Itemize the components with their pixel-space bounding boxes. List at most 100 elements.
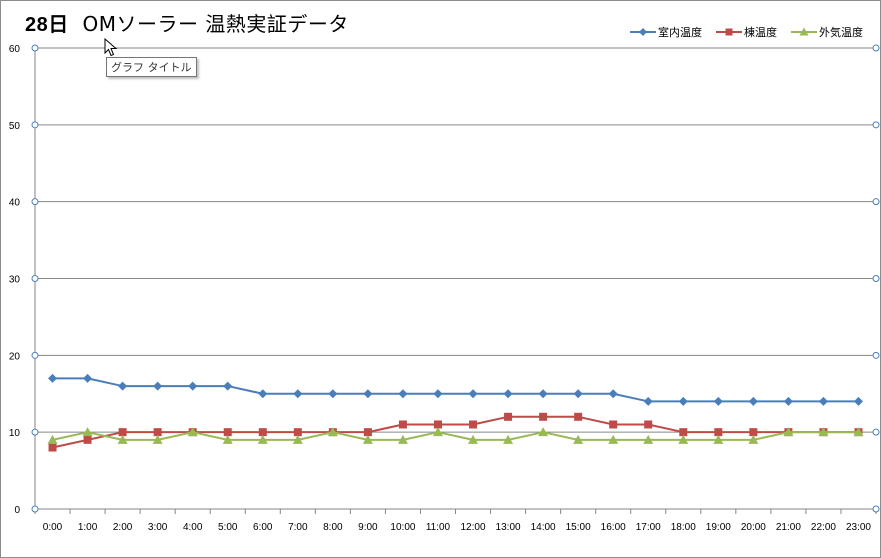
x-tick-label: 9:00 [358,522,378,533]
x-tick-label: 1:00 [78,522,98,533]
series-2-point [749,428,758,437]
series-3-point [257,434,268,444]
series-3-point [292,434,303,444]
series-1-point [503,389,513,399]
x-tick-label: 4:00 [183,522,203,533]
y-tick-label: 0 [14,505,20,516]
x-tick-label: 19:00 [706,522,731,533]
legend-label: 外気温度 [819,26,863,39]
series-2-point [504,412,513,421]
series-1-point [433,389,443,399]
series-1-point [643,396,653,406]
x-tick-label: 16:00 [601,522,626,533]
series-1-point [748,396,758,406]
x-tick-label: 21:00 [776,522,801,533]
selection-handle [872,44,880,52]
series-1-point [328,389,338,399]
series-2-point [679,428,688,437]
x-tick-label: 3:00 [148,522,168,533]
series-3-point [713,434,724,444]
x-tick-label: 5:00 [218,522,238,533]
series-1-point [118,381,128,391]
selection-handle [31,351,39,359]
series-1-point [83,373,93,383]
series-3-point [222,434,233,444]
series-3-point [783,427,794,437]
x-tick-label: 22:00 [811,522,836,533]
series-3-point [432,427,443,437]
series-2-point [609,420,618,429]
series-3-point [503,434,514,444]
selection-handle [872,428,880,436]
x-tick-label: 12:00 [461,522,486,533]
series-3-point [678,434,689,444]
series-3-point [468,434,479,444]
legend-label: 室内温度 [658,26,702,39]
series-2-point [223,428,232,437]
series-line-1 [52,377,859,403]
series-2-point [398,420,407,429]
y-tick-label: 40 [9,198,21,209]
series-3-point [152,434,163,444]
x-tick-label: 23:00 [846,522,871,533]
selection-handle [31,505,39,513]
series-3-point [573,434,584,444]
series-1-point [188,381,198,391]
selection-handle [31,198,39,206]
chart-title-day: 28日 [25,14,69,36]
series-2-point [83,435,92,444]
series-1-point [713,396,723,406]
series-3-point [608,434,619,444]
legend-item-2[interactable]: 棟温度 [716,24,777,40]
selection-handle [31,275,39,282]
series-3-point [853,427,864,437]
chart-title-text: OMソーラー 温熱実証データ [82,12,349,36]
y-tick-label: 30 [9,275,21,286]
legend-item-1[interactable]: 室内温度 [630,24,702,40]
series-2-point [118,428,127,437]
series-1-point [853,396,863,406]
series-2-point [714,428,723,437]
chart-title[interactable]: 28日 OMソーラー 温熱実証データ [25,8,349,37]
mouse-cursor-icon [104,38,118,57]
legend-swatch-diamond-icon [630,28,656,36]
selection-handle [31,428,39,436]
series-2-point [293,428,302,437]
x-tick-label: 20:00 [741,522,766,533]
series-3-point [117,434,128,444]
series-2-point [539,412,548,421]
series-2-point [258,428,267,437]
x-tick-label: 10:00 [390,522,415,533]
series-3-point [47,434,58,444]
chart-legend[interactable]: 室内温度 棟温度 外気温度 [630,24,863,40]
series-3-point [643,434,654,444]
series-1-point [153,381,163,391]
legend-item-3[interactable]: 外気温度 [791,24,863,40]
series-2-point [433,420,442,429]
series-1-point [48,373,58,383]
selection-handle [872,121,880,129]
series-1-point [608,389,618,399]
series-line-2 [52,415,859,449]
chart-title-tooltip: グラフ タイトル [106,57,197,77]
series-2-point [469,420,478,429]
series-1-point [398,389,408,399]
x-tick-label: 6:00 [253,522,273,533]
selection-handle [31,44,39,52]
series-2-point [153,428,162,437]
series-2-point [363,428,372,437]
series-1-point [363,389,373,399]
series-1-point [468,389,478,399]
selection-handle [872,275,880,282]
legend-label: 棟温度 [744,26,777,39]
series-2-point [574,412,583,421]
selection-handle [872,198,880,206]
series-1-point [818,396,828,406]
x-tick-label: 17:00 [636,522,661,533]
series-3-point [538,427,549,437]
y-tick-label: 60 [9,44,21,55]
x-tick-label: 8:00 [323,522,343,533]
series-1-point [258,389,268,399]
series-2-point [48,443,57,452]
